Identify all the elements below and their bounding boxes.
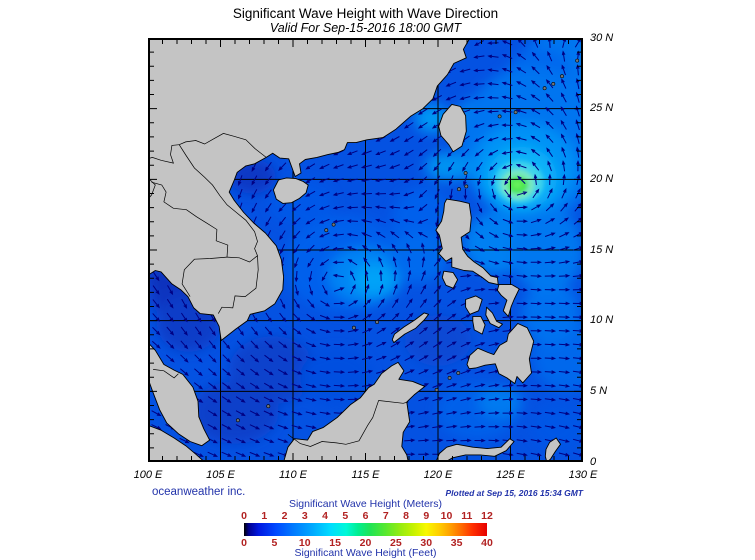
- country-borders: [148, 133, 409, 447]
- meters-tick: 6: [362, 510, 369, 522]
- small-island: [463, 171, 468, 175]
- land-mindoro: [441, 270, 459, 289]
- map-area: [148, 38, 583, 462]
- legend-title-meters: Significant Wave Height (Meters): [288, 498, 443, 510]
- legend-feet-scale: 0 5 10 15 20 25 30 35 40: [241, 537, 493, 549]
- feet-tick: 10: [298, 537, 311, 549]
- meters-tick: 9: [423, 510, 430, 522]
- small-island: [542, 86, 547, 91]
- small-island: [331, 222, 336, 227]
- wave-direction-arrows: [151, 38, 583, 457]
- lat-label: 20 N: [590, 172, 614, 185]
- small-island: [351, 325, 356, 330]
- lat-label: 0: [590, 455, 597, 468]
- degree-ticks: [150, 40, 581, 460]
- small-island: [551, 82, 556, 86]
- feet-tick: 25: [390, 537, 402, 549]
- land-halmahera: [544, 437, 561, 462]
- small-island: [575, 58, 580, 63]
- plotted-timestamp: Plotted at Sep 15, 2016 15:34 GMT: [445, 488, 583, 498]
- lon-label: 130 E: [568, 469, 598, 481]
- small-island: [560, 74, 564, 79]
- land-asia-mainland: [148, 38, 471, 341]
- lat-label: 30 N: [590, 31, 614, 44]
- lon-label: 120 E: [423, 469, 453, 481]
- lat-label: 10 N: [590, 314, 614, 327]
- land-samar-leyte: [496, 284, 520, 317]
- meters-tick: 5: [342, 510, 349, 522]
- land-panay: [465, 295, 483, 315]
- small-island: [464, 184, 469, 189]
- small-island: [497, 114, 502, 119]
- wave-direction-map: [148, 38, 583, 462]
- meters-tick: 1: [261, 510, 268, 522]
- land-luzon: [435, 198, 499, 286]
- meters-tick: 4: [322, 510, 328, 522]
- small-island: [324, 228, 329, 233]
- land-palawan: [391, 312, 430, 344]
- meters-tick: 3: [301, 510, 308, 522]
- lon-label: 115 E: [351, 469, 380, 481]
- land-cebu-bohol: [485, 306, 503, 329]
- small-island: [513, 110, 518, 115]
- chart-valid-time: Valid For Sep-15-2016 18:00 GMT: [269, 21, 462, 35]
- land-malay-peninsula: [148, 342, 211, 447]
- land-taiwan: [438, 103, 467, 153]
- meters-tick: 0: [241, 510, 247, 522]
- meters-tick: 10: [440, 510, 453, 522]
- credit-text: oceanweather inc.: [152, 486, 246, 498]
- legend-meters-scale: 0 1 2 3 4 5 6 7 8 9 10 11 12: [241, 510, 493, 522]
- feet-tick: 15: [329, 537, 341, 549]
- lon-label: 125 E: [496, 469, 525, 481]
- meters-tick: 12: [481, 510, 493, 522]
- chart-title: Significant Wave Height with Wave Direct…: [232, 6, 499, 21]
- lon-label: 100 E: [133, 469, 163, 481]
- small-island: [375, 320, 380, 325]
- feet-tick: 0: [241, 537, 247, 549]
- small-island: [266, 404, 271, 409]
- land-borneo: [283, 361, 426, 462]
- lat-label: 15 N: [590, 243, 614, 256]
- small-island: [447, 375, 452, 380]
- small-island: [236, 418, 240, 423]
- land-sumatra: [148, 424, 206, 462]
- feet-tick: 40: [481, 537, 493, 549]
- meters-tick: 7: [382, 510, 389, 522]
- feet-tick: 20: [359, 537, 372, 549]
- meters-tick: 8: [403, 510, 409, 522]
- meters-tick: 2: [281, 510, 288, 522]
- lon-label: 105 E: [206, 469, 235, 481]
- land-negros: [472, 315, 486, 335]
- legend-colorbar: [244, 523, 487, 536]
- land-sulawesi-north-arm: [435, 438, 515, 462]
- meters-tick: 11: [461, 510, 473, 522]
- lat-label: 5 N: [590, 384, 608, 397]
- feet-tick: 35: [450, 537, 463, 549]
- lon-label: 110 E: [279, 469, 307, 481]
- land-hainan: [272, 177, 309, 204]
- small-island: [457, 187, 461, 192]
- small-island: [434, 387, 439, 392]
- lat-label: 25 N: [590, 102, 614, 115]
- feet-tick: 5: [271, 537, 278, 549]
- small-island: [456, 371, 461, 375]
- land-mindanao: [466, 323, 535, 385]
- legend-title-feet: Significant Wave Height (Feet): [294, 547, 437, 559]
- map-frame: [148, 38, 583, 462]
- feet-tick: 30: [420, 537, 433, 549]
